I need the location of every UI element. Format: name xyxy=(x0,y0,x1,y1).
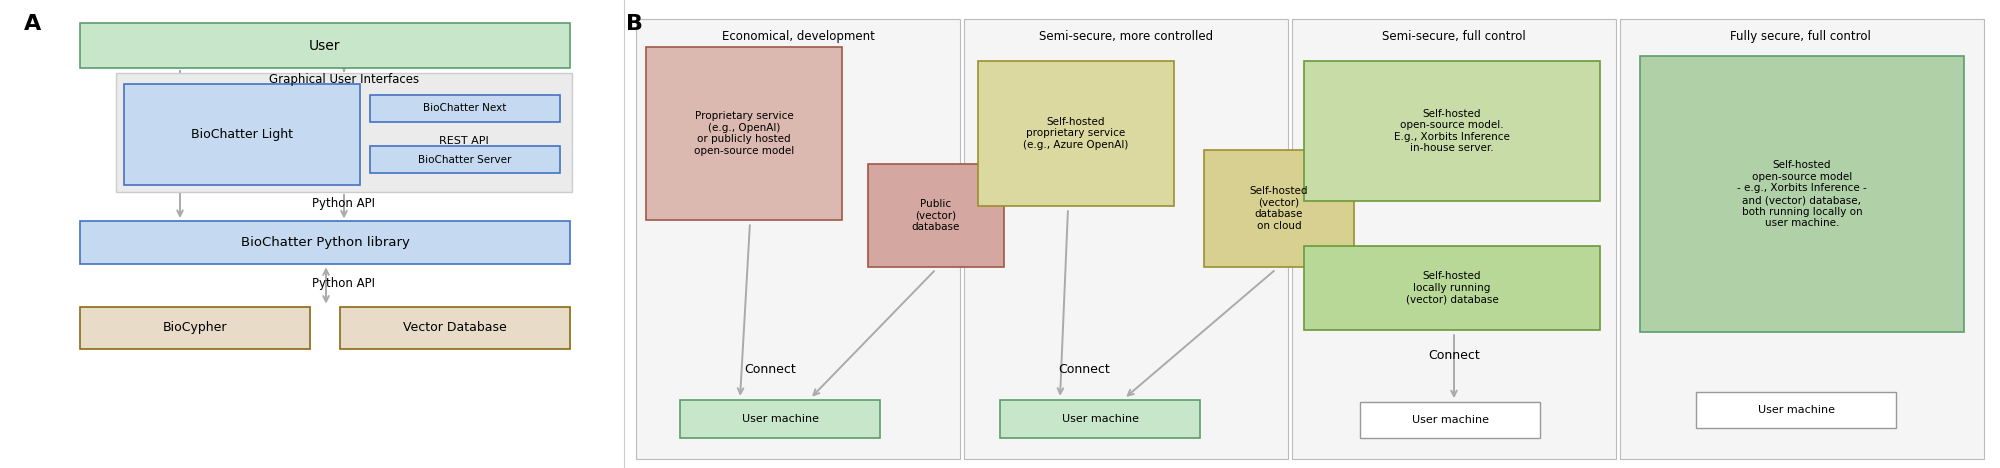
FancyBboxPatch shape xyxy=(1640,56,1964,332)
Text: B: B xyxy=(626,14,644,34)
FancyBboxPatch shape xyxy=(868,164,1004,267)
Text: Public
(vector)
database: Public (vector) database xyxy=(912,199,960,232)
FancyBboxPatch shape xyxy=(1304,61,1600,201)
Text: Self-hosted
locally running
(vector) database: Self-hosted locally running (vector) dat… xyxy=(1406,271,1498,304)
FancyBboxPatch shape xyxy=(116,73,572,192)
Text: Economical, development: Economical, development xyxy=(722,30,874,44)
FancyBboxPatch shape xyxy=(646,47,842,220)
Text: BioChatter Python library: BioChatter Python library xyxy=(240,236,410,249)
FancyBboxPatch shape xyxy=(124,84,360,185)
Text: User: User xyxy=(310,39,340,52)
Text: Python API: Python API xyxy=(312,277,376,290)
Text: Vector Database: Vector Database xyxy=(404,321,506,334)
FancyBboxPatch shape xyxy=(80,23,570,68)
Text: Connect: Connect xyxy=(744,363,796,376)
FancyBboxPatch shape xyxy=(1292,19,1616,459)
Text: Semi-secure, full control: Semi-secure, full control xyxy=(1382,30,1526,44)
Text: Semi-secure, more controlled: Semi-secure, more controlled xyxy=(1038,30,1214,44)
Text: REST API: REST API xyxy=(440,136,488,146)
Text: User machine: User machine xyxy=(1758,405,1834,415)
Text: User machine: User machine xyxy=(1062,414,1138,424)
FancyBboxPatch shape xyxy=(1304,246,1600,330)
Text: Proprietary service
(e.g., OpenAI)
or publicly hosted
open-source model: Proprietary service (e.g., OpenAI) or pu… xyxy=(694,111,794,156)
Text: BioCypher: BioCypher xyxy=(162,321,228,334)
FancyBboxPatch shape xyxy=(964,19,1288,459)
FancyBboxPatch shape xyxy=(1000,400,1200,438)
Text: Connect: Connect xyxy=(1428,349,1480,362)
FancyBboxPatch shape xyxy=(978,61,1174,206)
FancyBboxPatch shape xyxy=(1620,19,1984,459)
Text: Self-hosted
open-source model.
E.g., Xorbits Inference
in-house server.: Self-hosted open-source model. E.g., Xor… xyxy=(1394,109,1510,154)
FancyBboxPatch shape xyxy=(80,221,570,264)
FancyBboxPatch shape xyxy=(1696,392,1896,428)
Text: Python API: Python API xyxy=(312,197,376,210)
Text: Self-hosted
proprietary service
(e.g., Azure OpenAI): Self-hosted proprietary service (e.g., A… xyxy=(1024,117,1128,150)
FancyBboxPatch shape xyxy=(80,307,310,349)
Text: BioChatter Light: BioChatter Light xyxy=(192,128,292,141)
FancyBboxPatch shape xyxy=(680,400,880,438)
Text: Self-hosted
open-source model
- e.g., Xorbits Inference -
and (vector) database,: Self-hosted open-source model - e.g., Xo… xyxy=(1738,160,1866,228)
Text: Fully secure, full control: Fully secure, full control xyxy=(1730,30,1870,44)
Text: Graphical User Interfaces: Graphical User Interfaces xyxy=(268,73,420,86)
Text: User machine: User machine xyxy=(742,414,818,424)
Text: User machine: User machine xyxy=(1412,415,1488,425)
FancyBboxPatch shape xyxy=(370,146,560,173)
FancyBboxPatch shape xyxy=(1204,150,1354,267)
Text: A: A xyxy=(24,14,42,34)
Text: BioChatter Server: BioChatter Server xyxy=(418,154,512,165)
FancyBboxPatch shape xyxy=(636,19,960,459)
FancyBboxPatch shape xyxy=(340,307,570,349)
FancyBboxPatch shape xyxy=(370,95,560,122)
Text: Self-hosted
(vector)
database
on cloud: Self-hosted (vector) database on cloud xyxy=(1250,186,1308,231)
FancyBboxPatch shape xyxy=(1360,402,1540,438)
Text: BioChatter Next: BioChatter Next xyxy=(424,103,506,113)
Text: Connect: Connect xyxy=(1058,363,1110,376)
